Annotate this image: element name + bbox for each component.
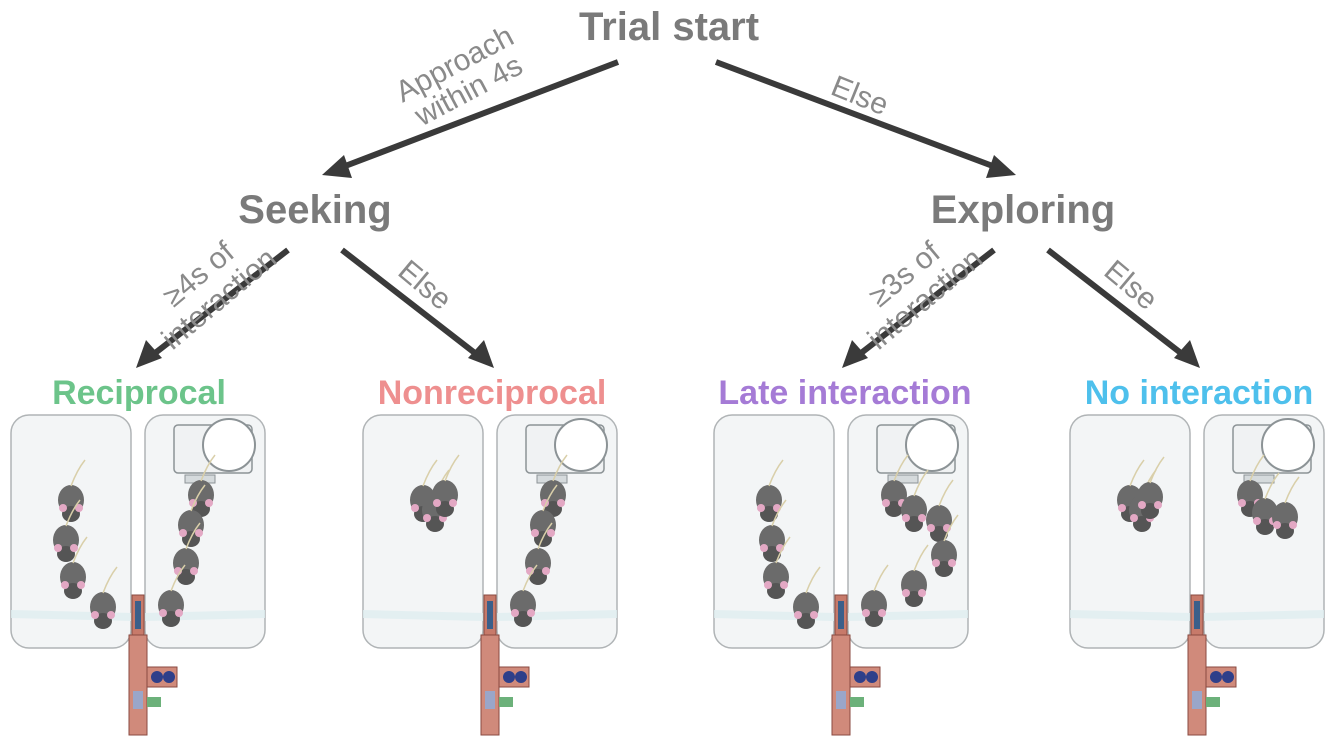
- arrow-seeking-to-reciprocal: [148, 247, 290, 360]
- edge-label-explore-else: Else: [1098, 254, 1164, 317]
- seeking-node: Seeking: [238, 188, 391, 232]
- edge-label-seek-interaction: ≥4s of interaction: [156, 235, 283, 356]
- outcome-label-no-interaction: No interaction: [1085, 374, 1314, 412]
- outcome-label-late-interaction: Late interaction: [718, 374, 971, 412]
- arrow-seeking-to-nonreciprocal: [340, 247, 482, 360]
- arrowhead-late: [842, 340, 868, 368]
- cage-illustration-nonreciprocal: [362, 414, 618, 736]
- root-node: Trial start: [579, 5, 759, 49]
- exploring-node: Exploring: [931, 188, 1115, 232]
- edge-label-seek-else: Else: [392, 254, 458, 317]
- arrow-root-to-exploring: [714, 59, 1000, 171]
- cage-illustration-reciprocal: [10, 414, 266, 736]
- arrow-exploring-to-none: [1046, 247, 1188, 360]
- arrowhead-exploring: [986, 155, 1016, 178]
- arrow-exploring-to-late: [854, 247, 996, 360]
- arrowhead-seeking: [322, 155, 352, 178]
- arrow-root-to-seeking: [338, 59, 620, 171]
- outcome-label-nonreciprocal: Nonreciprocal: [378, 374, 607, 412]
- arrowhead-reciprocal: [136, 340, 162, 368]
- arrowhead-none: [1174, 340, 1200, 368]
- cage-illustration-no-interaction: [1069, 414, 1325, 736]
- edge-label-approach: Approach within 4s: [390, 20, 528, 134]
- arrowhead-nonreciprocal: [468, 340, 494, 368]
- edge-label-explore-interaction: ≥3s of interaction: [862, 235, 989, 356]
- outcome-label-reciprocal: Reciprocal: [52, 374, 226, 412]
- cage-illustration-late-interaction: [713, 414, 969, 736]
